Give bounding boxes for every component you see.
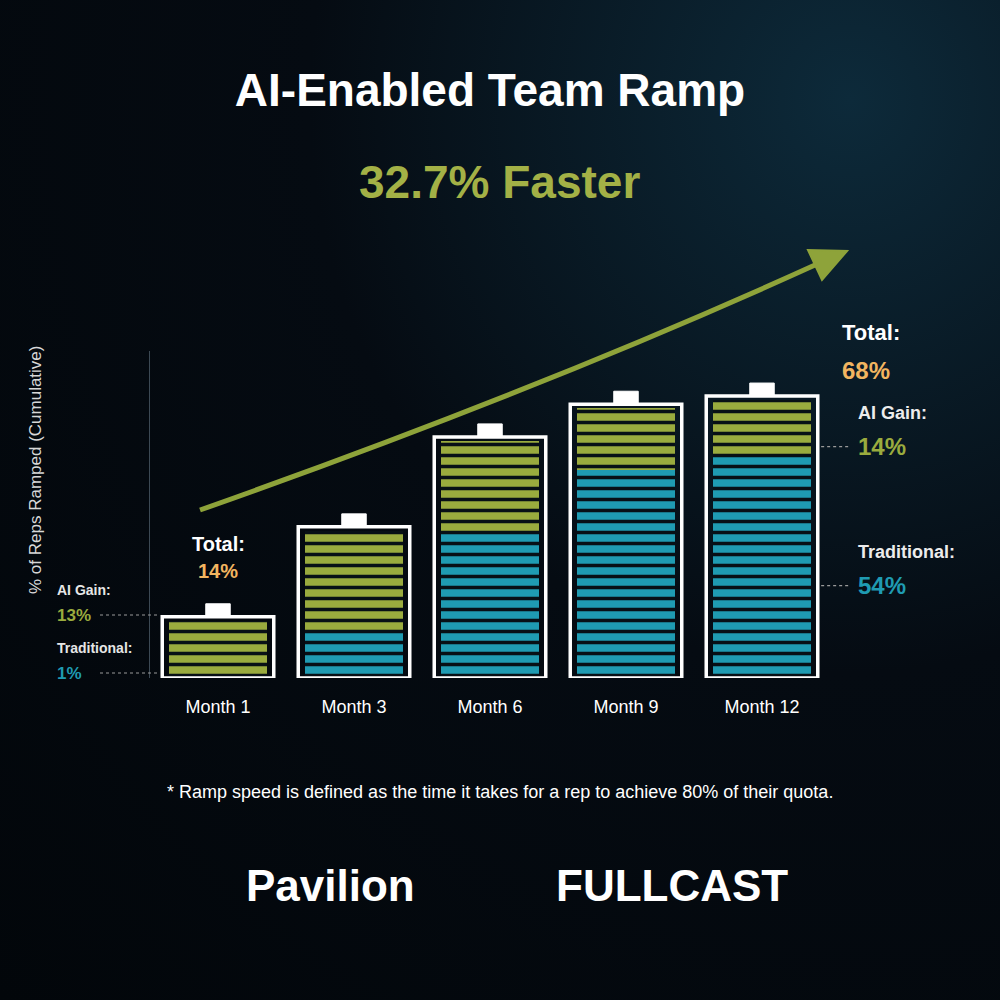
svg-text:* Ramp speed is defined as the: * Ramp speed is defined as the time it t… [167, 782, 833, 802]
svg-text:14%: 14% [198, 560, 238, 582]
svg-text:Month 9: Month 9 [593, 697, 658, 717]
svg-text:Month 1: Month 1 [185, 697, 250, 717]
svg-text:FULLCAST: FULLCAST [556, 861, 788, 910]
svg-text:Month 6: Month 6 [457, 697, 522, 717]
svg-text:AI Gain:: AI Gain: [858, 403, 927, 423]
svg-text:Total:: Total: [842, 320, 900, 345]
svg-text:Pavilion: Pavilion [246, 861, 415, 910]
svg-text:13%: 13% [57, 606, 91, 625]
svg-text:Total:: Total: [192, 533, 245, 555]
svg-text:14%: 14% [858, 433, 906, 460]
svg-text:% of Reps Ramped (Cumulative): % of Reps Ramped (Cumulative) [26, 346, 45, 594]
svg-text:1%: 1% [57, 664, 82, 683]
svg-text:54%: 54% [858, 572, 906, 599]
svg-text:68%: 68% [842, 357, 890, 384]
svg-text:Month 12: Month 12 [724, 697, 799, 717]
svg-text:AI-Enabled Team Ramp: AI-Enabled Team Ramp [235, 64, 745, 116]
svg-text:32.7% Faster: 32.7% Faster [359, 156, 640, 208]
svg-text:Traditional:: Traditional: [858, 542, 955, 562]
svg-text:Traditional:: Traditional: [57, 640, 132, 656]
svg-text:AI Gain:: AI Gain: [57, 582, 111, 598]
svg-text:Month 3: Month 3 [321, 697, 386, 717]
